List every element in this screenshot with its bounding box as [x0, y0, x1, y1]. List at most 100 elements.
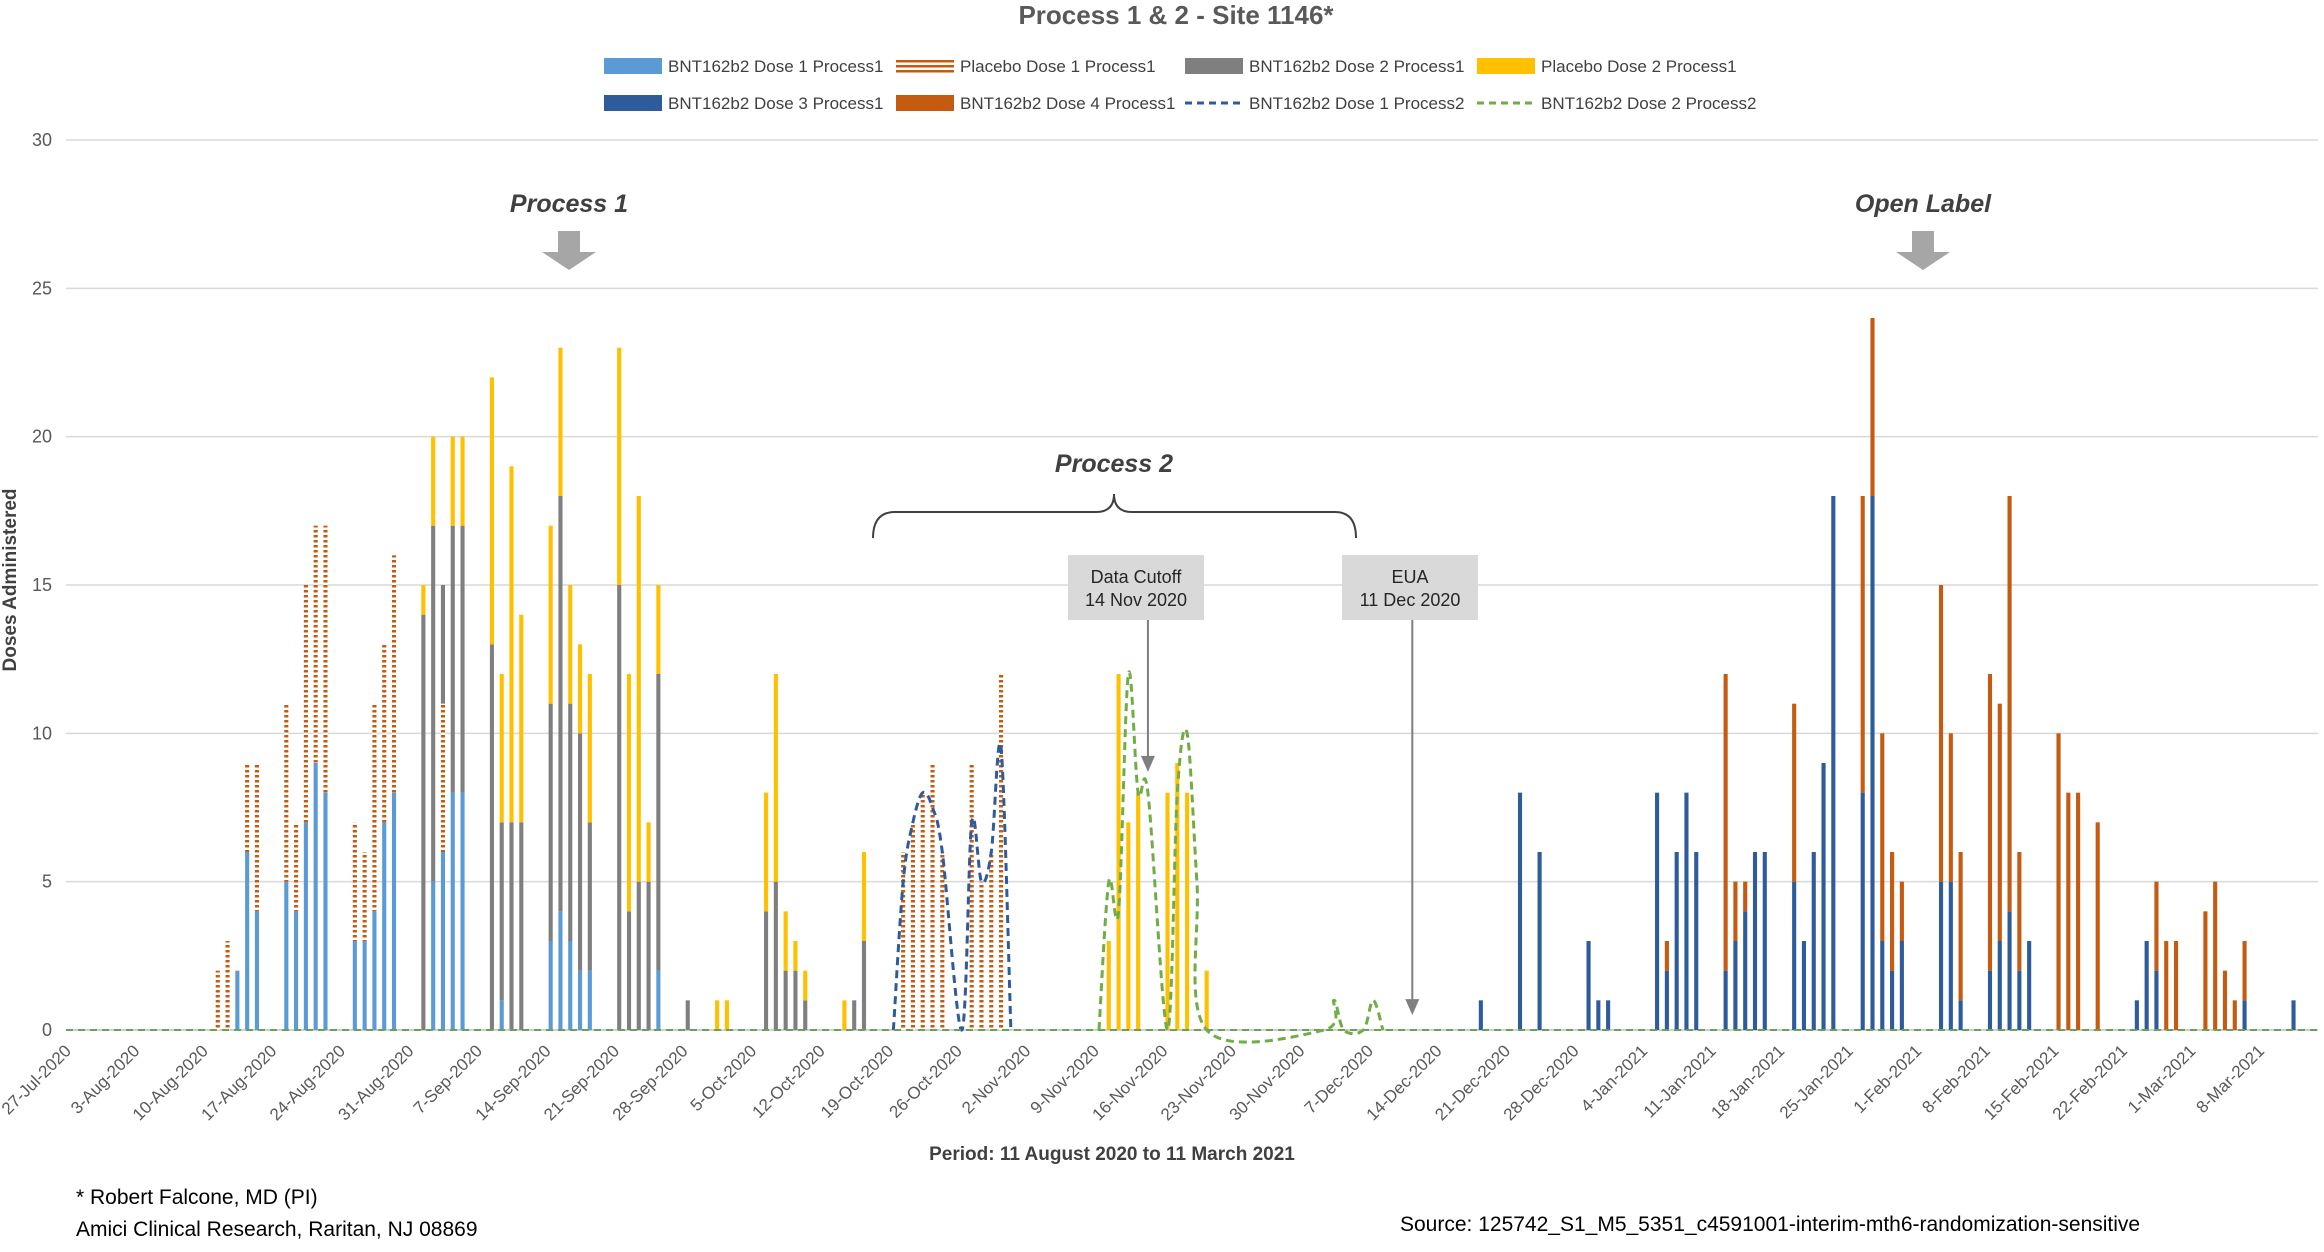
bar-segment — [1478, 1000, 1483, 1030]
bar-segment — [1899, 881, 1904, 941]
bar-segment — [979, 881, 984, 1030]
bar-segment — [1880, 941, 1885, 1030]
legend: BNT162b2 Dose 1 Process1 Placebo Dose 1 P… — [604, 57, 1756, 113]
chart-title: Process 1 & 2 - Site 1146* — [1018, 0, 1334, 30]
bar-segment — [1938, 881, 1944, 1030]
bar-segment — [2027, 941, 2032, 1030]
legend-label: Placebo Dose 2 Process1 — [1541, 57, 1737, 76]
legend-swatch — [1185, 58, 1243, 74]
bar-segment — [431, 525, 436, 882]
bar-segment — [499, 822, 504, 1001]
bar-segment — [685, 1000, 690, 1030]
bar-segment — [656, 970, 661, 1030]
bar-segment — [1606, 1000, 1611, 1030]
bar-segment — [421, 585, 426, 615]
bar-segment — [509, 466, 514, 823]
bar-segment — [1517, 792, 1523, 1030]
bar-segment — [2134, 1000, 2139, 1030]
bar-segment — [1664, 941, 1669, 971]
bar-segment — [450, 525, 455, 793]
bar-segment — [382, 822, 387, 1030]
bar-segment — [636, 496, 641, 882]
bar-segment — [391, 555, 397, 793]
bar-segment — [793, 970, 798, 1030]
bar-segment — [1537, 852, 1542, 1030]
bar-segment — [1586, 941, 1591, 1030]
bar-segment — [450, 436, 455, 526]
bar-segment — [1723, 970, 1728, 1030]
bar-segment — [1743, 881, 1748, 912]
bar-segment — [2173, 941, 2179, 1030]
bar-segment — [2144, 941, 2149, 1030]
bar-segment — [2213, 881, 2218, 1030]
x-tick-label: 1-Mar-2021 — [2124, 1041, 2200, 1117]
bar-segment — [509, 822, 514, 1030]
bar-segment — [2017, 970, 2022, 1030]
bar-segment — [215, 970, 220, 1030]
bar-segment — [2154, 881, 2159, 971]
y-axis-label: Doses Administered — [0, 488, 21, 671]
x-tick-label: 8-Mar-2021 — [2193, 1041, 2269, 1117]
legend-label: BNT162b2 Dose 2 Process1 — [1249, 57, 1464, 76]
bar-segment — [391, 792, 397, 1030]
bar-segment — [1811, 852, 1816, 1030]
bar-segment — [2007, 911, 2012, 1030]
bar-segment — [372, 703, 377, 912]
bar-segment — [656, 674, 661, 971]
y-tick-label: 25 — [32, 278, 52, 298]
bar-segment — [1958, 852, 1963, 1001]
bar-segment — [2222, 970, 2228, 1030]
bar-segment — [861, 941, 867, 1030]
bar-segment — [1733, 941, 1738, 1030]
bar-segment — [773, 881, 778, 1030]
bar-segment — [626, 911, 632, 1030]
bar-segment — [1997, 941, 2002, 1030]
bar-segment — [1948, 881, 1953, 1030]
bar-segment — [294, 822, 299, 912]
bar-segment — [1870, 318, 1875, 496]
x-axis: 27-Jul-20203-Aug-202010-Aug-202017-Aug-2… — [0, 1041, 2268, 1124]
x-tick-label: 9-Nov-2020 — [1027, 1041, 1103, 1117]
legend-swatch — [604, 95, 662, 111]
x-tick-label: 27-Jul-2020 — [0, 1041, 75, 1118]
x-tick-label: 12-Oct-2020 — [749, 1041, 829, 1121]
x-tick-label: 3-Aug-2020 — [67, 1041, 143, 1117]
bar-segment — [989, 852, 994, 1030]
legend-swatch — [1477, 58, 1535, 74]
legend-swatch — [604, 58, 662, 74]
bar-segment — [568, 703, 573, 941]
bar-segment — [1890, 852, 1895, 971]
x-tick-label: 2-Nov-2020 — [958, 1041, 1034, 1117]
legend-label: BNT162b2 Dose 2 Process2 — [1541, 94, 1756, 113]
bar-segment — [577, 644, 583, 734]
bar-segment — [783, 911, 788, 971]
bar-segment — [636, 881, 641, 1030]
bar-segment — [969, 763, 974, 1030]
bar-segment — [431, 881, 436, 1030]
bar-segment — [577, 733, 583, 971]
bar-segment — [793, 941, 798, 971]
bar-segment — [294, 911, 299, 1030]
data-cutoff-arrow-icon — [1140, 755, 1155, 772]
legend-label: BNT162b2 Dose 1 Process1 — [668, 57, 883, 76]
process2-dashed-line — [891, 742, 1013, 1032]
bar-segment — [1655, 792, 1660, 1030]
eua-line1: EUA — [1391, 567, 1428, 587]
legend-swatch — [896, 95, 954, 111]
bar-segment — [1723, 674, 1728, 971]
y-tick-label: 20 — [32, 427, 52, 447]
bar-segment — [421, 614, 426, 1030]
bar-segment — [646, 881, 651, 1030]
x-tick-label: 7-Sep-2020 — [410, 1041, 486, 1117]
bar-segment — [1870, 496, 1875, 1030]
x-tick-label: 8-Feb-2021 — [1918, 1041, 1994, 1117]
bar-segment — [245, 852, 250, 1030]
bar-segment — [303, 585, 308, 823]
bar-segment — [245, 763, 250, 852]
bar-segment — [440, 585, 446, 704]
open-label-arrow-icon — [1896, 231, 1950, 270]
bar-segment — [2232, 1000, 2237, 1030]
bar-segment — [489, 644, 494, 1030]
bar-segment — [519, 822, 524, 1030]
bar-segment — [254, 911, 259, 1030]
